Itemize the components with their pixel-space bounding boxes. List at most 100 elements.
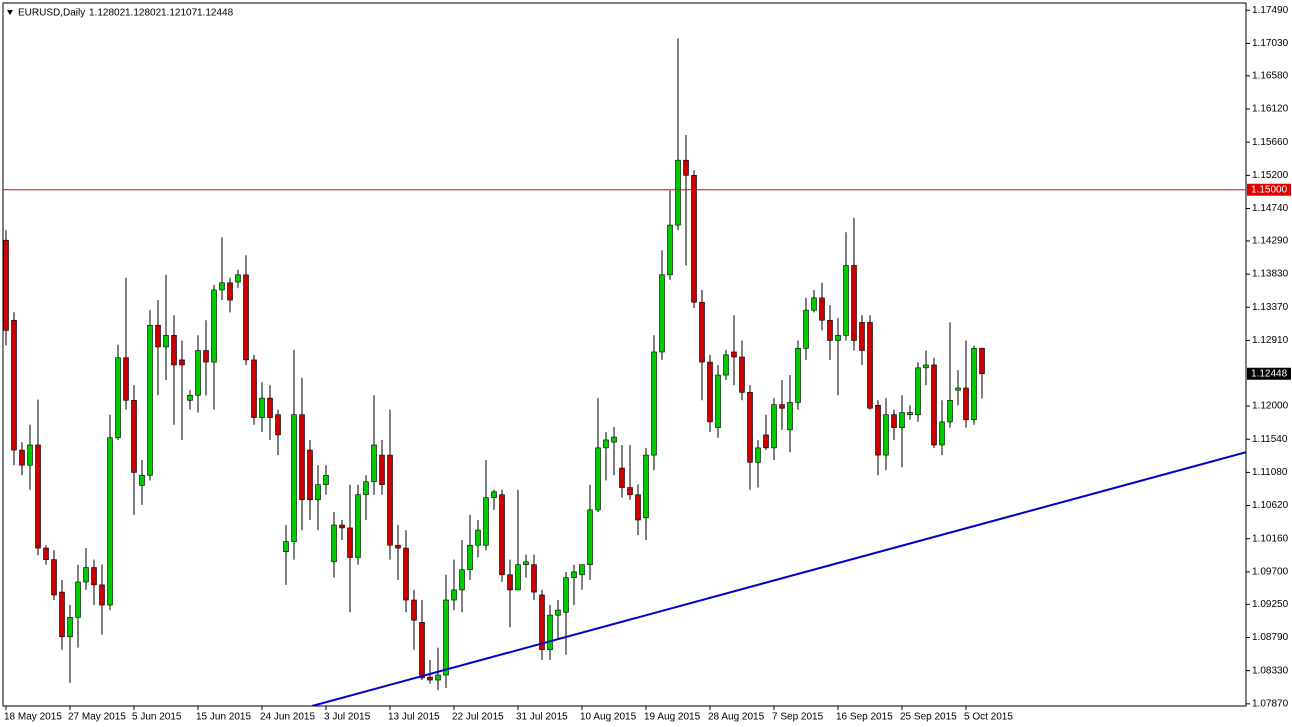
y-tick-label: 1.09250 [1252,599,1289,610]
candle-body [459,569,465,591]
candle-body [947,399,953,423]
candle-body [163,335,169,348]
candle-body [795,348,801,403]
candle-body [155,324,161,348]
x-tick-label: 31 Jul 2015 [516,712,568,723]
y-tick-label: 1.13370 [1252,302,1289,313]
last-price-label: 1.12448 [1251,368,1288,379]
candle-body [907,412,913,416]
x-tick-label: 24 Jun 2015 [260,712,315,723]
y-tick-label: 1.10620 [1252,500,1289,511]
candle-body [315,484,321,501]
candle-body [435,674,441,681]
y-tick-label: 1.16120 [1252,104,1289,115]
candle-body [555,609,561,616]
candle-body [939,421,945,446]
symbol: EURUSD,Daily [18,8,85,19]
ohlc-low: 1.12107 [161,8,198,19]
candle-body [307,449,313,501]
ohlc-open: 1.12802 [89,8,126,19]
y-tick-label: 1.11540 [1252,434,1288,445]
candle-body [963,387,969,421]
candle-body [603,439,609,449]
x-tick-label: 27 May 2015 [68,712,126,723]
candle-body [931,364,937,446]
y-tick-label: 1.07870 [1252,698,1289,709]
candle-body [579,564,585,576]
candle-body [563,577,569,613]
candle-body [635,494,641,521]
candle-body [491,491,497,498]
candle-body [43,547,49,560]
candle-body [251,359,257,418]
candle-body [691,175,697,303]
candle-body [299,414,305,501]
candle-body [187,394,193,401]
candle-body [643,454,649,519]
candle-body [595,447,601,511]
y-tick-label: 1.14740 [1252,203,1289,214]
candle-body [211,289,217,363]
x-tick-label: 15 Jun 2015 [196,712,251,723]
candle-body [803,309,809,349]
candle-body [235,274,241,283]
y-tick-label: 1.12000 [1252,401,1289,412]
candle-body [731,351,737,358]
candle-body [867,322,873,409]
candle-body [611,436,617,443]
candle-body [411,599,417,621]
candle-body [531,564,537,593]
candle-body [827,319,833,341]
candle-body [739,356,745,393]
candle-body [955,387,961,391]
candle-body [483,497,489,546]
candle-body [75,581,81,618]
candle-body [83,567,89,583]
candle-body [339,524,345,529]
candle-body [779,404,785,409]
candle-body [899,412,905,428]
candle-body [571,571,577,578]
candle-body [107,437,113,606]
candle-body [467,544,473,571]
y-tick-label: 1.14290 [1252,236,1289,247]
candle-body [427,676,433,681]
candle-body [451,589,457,601]
candle-body [771,404,777,449]
candle-body [171,335,177,366]
candle-body [587,509,593,565]
candle-body [507,574,513,591]
y-tick-label: 1.10160 [1252,533,1289,544]
candle-body [707,361,713,423]
candle-body [971,348,977,421]
candle-body [515,564,521,591]
candle-body [51,559,57,596]
y-tick-label: 1.12910 [1252,335,1289,346]
candle-body [35,444,41,549]
y-tick-label: 1.08330 [1252,665,1289,676]
plot [3,38,1246,706]
x-tick-label: 7 Sep 2015 [772,712,824,723]
x-tick-label: 19 Aug 2015 [644,712,701,723]
candle-body [659,274,665,353]
candle-body [843,265,849,336]
candle-body [683,159,689,176]
y-tick-label: 1.15660 [1252,137,1289,148]
candle-body [219,282,225,291]
candle-body [723,354,729,376]
candle-body [891,414,897,428]
candle-body [123,357,129,401]
candle-body [275,414,281,436]
candle-body [363,481,369,496]
x-tick-label: 5 Oct 2015 [964,712,1013,723]
candle-body [883,414,889,456]
candle-body [443,599,449,676]
candle-body [915,367,921,416]
candle-body [347,527,353,558]
candle-body [59,591,65,638]
x-tick-label: 13 Jul 2015 [388,712,440,723]
candle-body [715,374,721,428]
candle-body [811,297,817,311]
candle-body [203,350,209,363]
x-tick-label: 18 May 2015 [4,712,62,723]
